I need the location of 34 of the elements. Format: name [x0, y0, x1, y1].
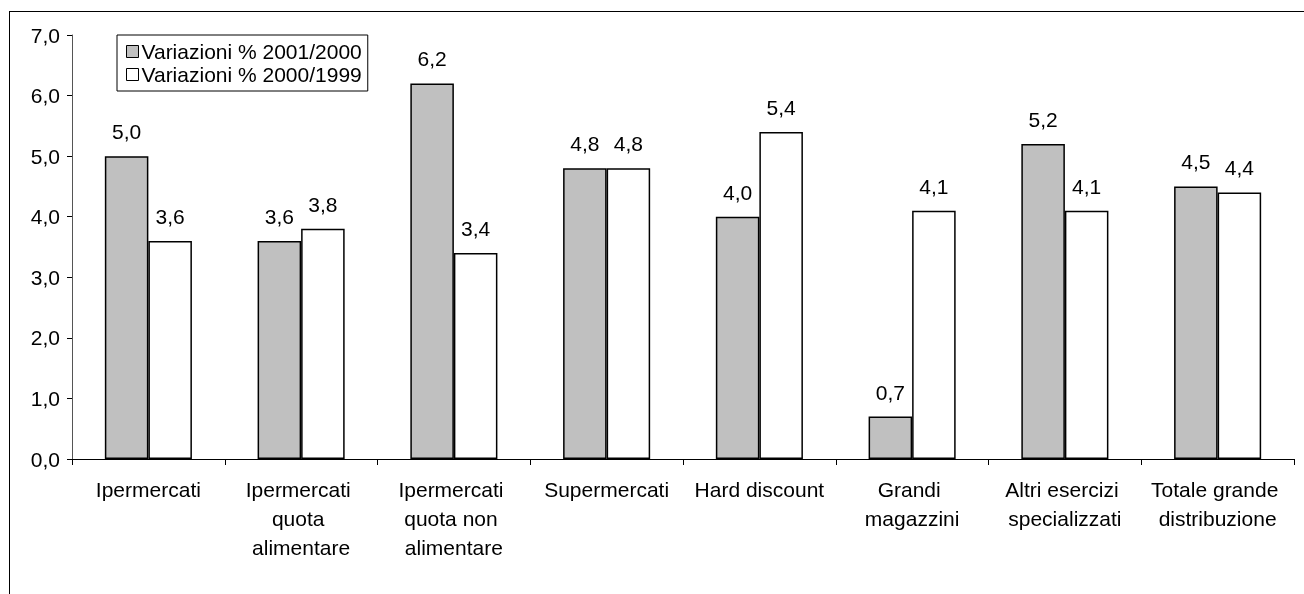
data-label: 5,0: [112, 120, 142, 144]
y-tick-label: 7,0: [30, 23, 60, 47]
x-tick-label: Ipermercati quota non alimentare: [398, 478, 510, 559]
y-tick-label: 6,0: [30, 84, 60, 108]
y-tick-label: 1,0: [30, 386, 60, 410]
data-label: 3,6: [264, 204, 294, 228]
x-tick-label: Ipermercati quota alimentare: [245, 478, 357, 559]
data-label: 4,8: [613, 132, 643, 156]
x-tick-label: Ipermercati: [95, 478, 201, 501]
x-tick-label: Totale grande distribuzione: [1151, 478, 1285, 530]
data-label: 4,4: [1224, 156, 1255, 180]
legend-label: Variazioni % 2000/1999: [141, 63, 362, 86]
data-label: 5,4: [766, 95, 797, 119]
x-tick-label: Hard discount: [694, 478, 825, 501]
data-label: 4,1: [1072, 174, 1102, 198]
y-tick-label: 0,0: [30, 447, 60, 471]
y-tick-label: 5,0: [30, 144, 60, 168]
x-tick-label: Supermercati: [544, 478, 670, 501]
data-label: 3,8: [308, 192, 338, 216]
data-label: 4,8: [570, 132, 600, 156]
y-tick-label: 3,0: [30, 265, 60, 289]
data-label: 4,5: [1181, 150, 1211, 174]
data-label: 5,2: [1028, 108, 1058, 132]
data-label: 4,0: [723, 180, 753, 204]
x-tick-label: Altri esercizi specializzati: [1005, 478, 1125, 530]
data-label: 4,1: [919, 174, 949, 198]
data-label: 6,2: [417, 47, 447, 71]
data-label: 3,4: [461, 217, 491, 241]
data-label: 0,7: [875, 380, 905, 404]
y-tick-label: 2,0: [30, 326, 60, 350]
y-tick-label: 4,0: [30, 205, 60, 229]
data-label: 3,6: [155, 204, 185, 228]
legend-label: Variazioni % 2001/2000: [141, 40, 362, 63]
x-tick-label: Grandi magazzini: [864, 478, 960, 530]
